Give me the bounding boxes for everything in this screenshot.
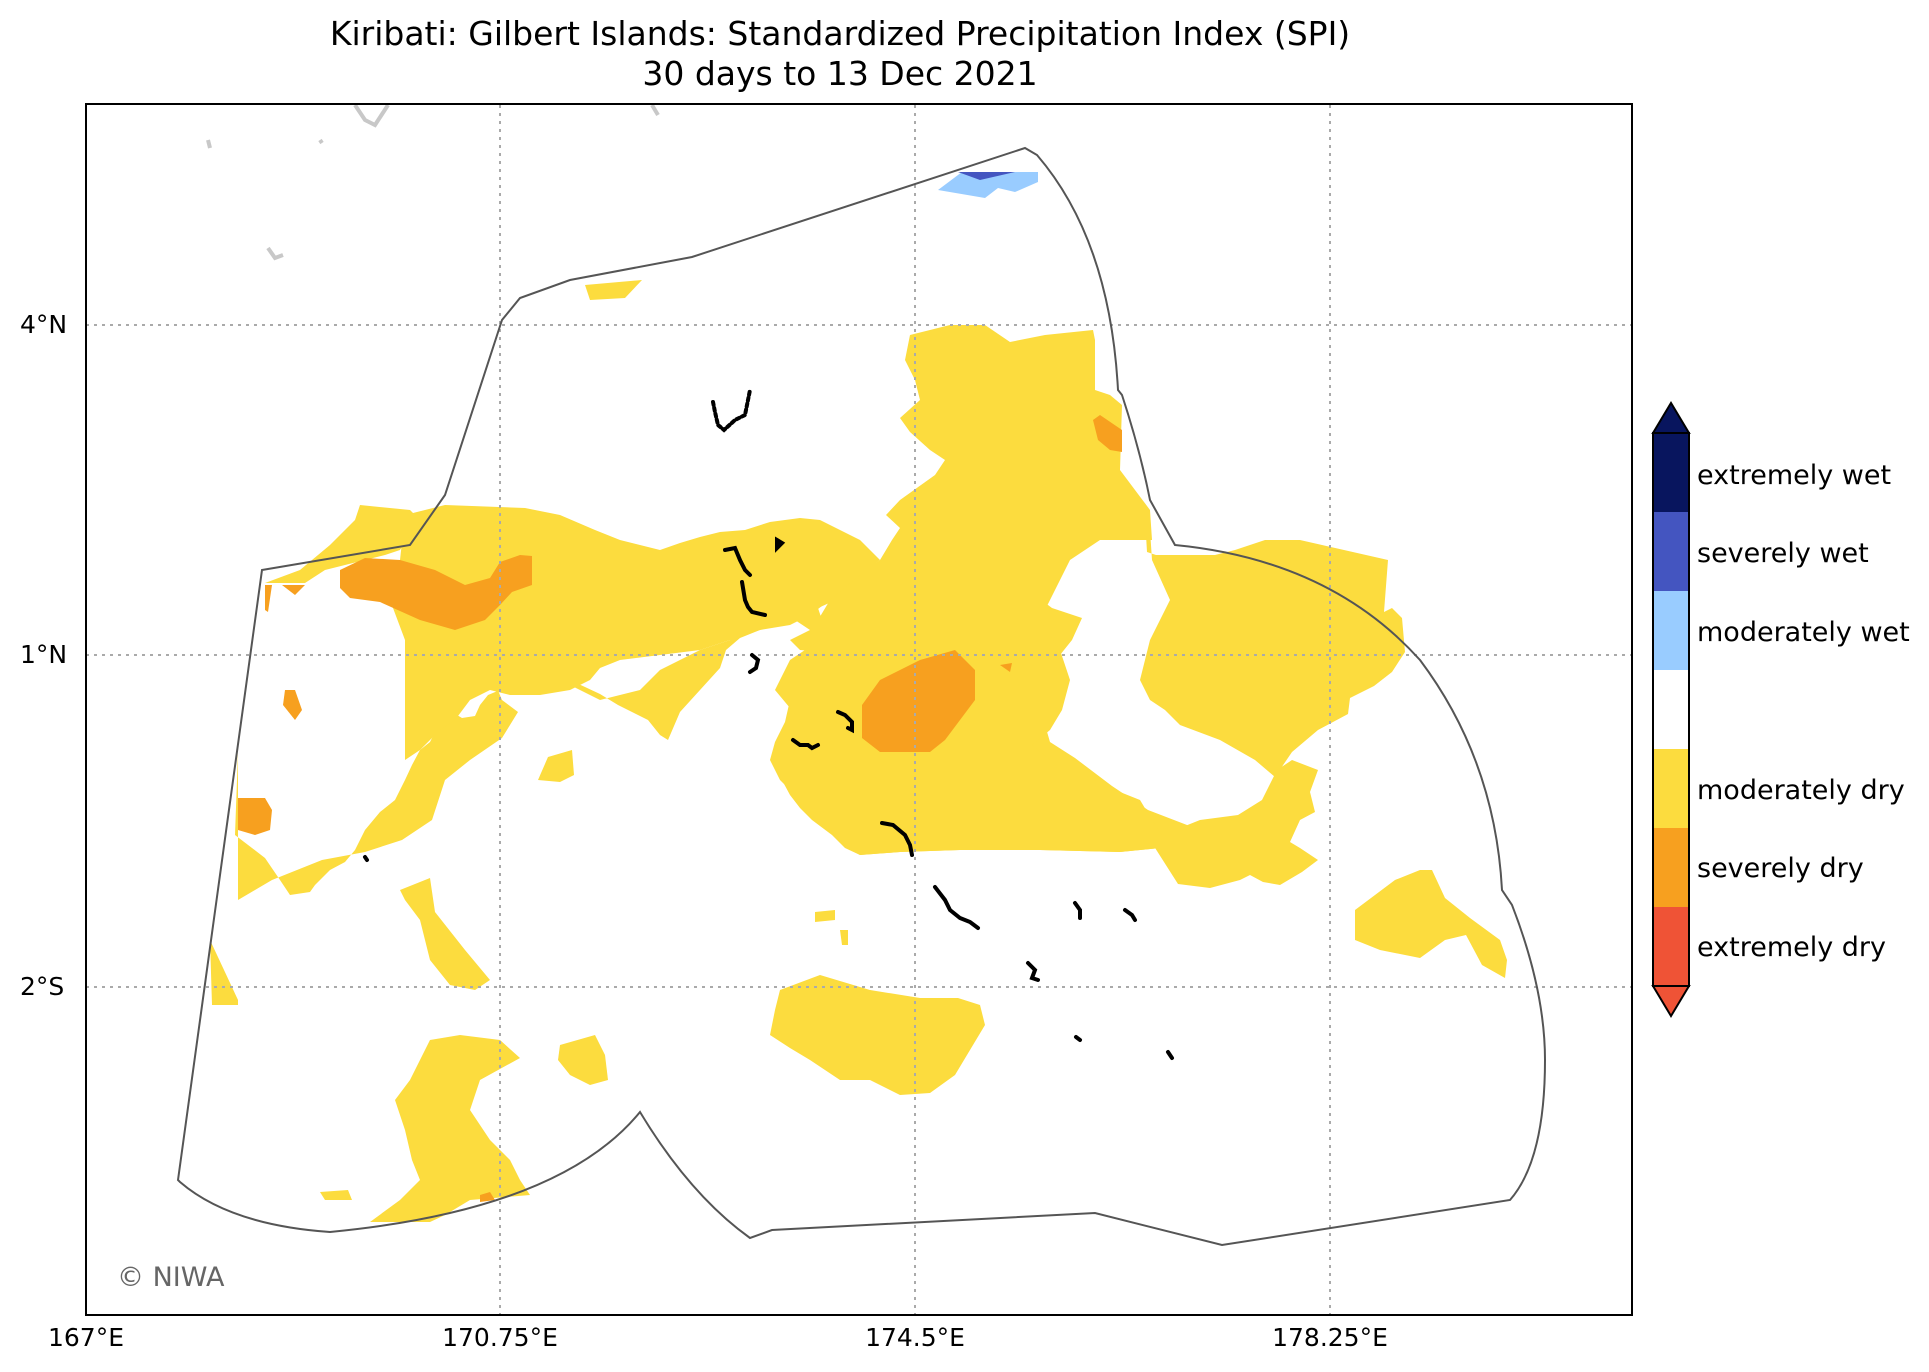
colorbar-segment (1653, 591, 1689, 670)
severely-dry-area (282, 585, 305, 595)
island-outline (318, 138, 324, 145)
moderately-dry-area (815, 910, 835, 922)
moderately-dry-area (210, 940, 238, 1005)
x-tick-label: 170.75°E (442, 1323, 558, 1352)
y-tick-label: 2°S (20, 972, 65, 1001)
island-maiana (748, 653, 761, 674)
moderately-wet-area (938, 172, 1038, 198)
gridlines (86, 105, 1632, 1315)
outside-islands (206, 103, 660, 261)
region-boundary (176, 146, 1547, 1247)
moderately-dry-area (585, 280, 642, 300)
moderately-dry-area (320, 1190, 352, 1200)
colorbar-segment (1653, 828, 1689, 907)
severely-dry-area (238, 798, 272, 835)
severely-dry-area (1093, 415, 1122, 452)
moderately-dry-area (400, 878, 490, 990)
moderately-dry-area (265, 505, 420, 583)
x-tick-label: 167°E (47, 1323, 125, 1352)
x-tick-label: 174.5°E (865, 1323, 965, 1352)
island-tabiteuea (933, 885, 980, 930)
island-beru (1073, 901, 1082, 920)
colorbar-segment (1653, 907, 1689, 986)
island-tarawa (740, 580, 767, 617)
island-banaba (363, 855, 369, 862)
legend-label-severely-wet: severely wet (1697, 538, 1869, 569)
colorbar-segment (1653, 433, 1689, 512)
severely-dry-area (340, 555, 532, 630)
moderately-dry-area (1150, 760, 1318, 888)
severely-dry-area (480, 1192, 495, 1202)
colorbar-extend-down (1651, 985, 1691, 1018)
colorbar (1651, 401, 1691, 1018)
legend-label-extremely-wet: extremely wet (1697, 460, 1892, 491)
island-tamana (1074, 1035, 1082, 1042)
map-subtitle: 30 days to 13 Dec 2021 (642, 54, 1038, 93)
severely-dry-area (862, 650, 975, 752)
colorbar-frame (1652, 432, 1690, 987)
legend-label-moderately-dry: moderately dry (1697, 775, 1905, 806)
moderately-dry-area (370, 1035, 530, 1222)
island-outline (353, 103, 390, 128)
copyright-notice: © NIWA (117, 1262, 225, 1293)
legend-label-severely-dry: severely dry (1697, 853, 1864, 884)
island-nonouti (880, 821, 914, 857)
island-onotoa (1026, 961, 1040, 982)
moderately-dry-area (558, 1035, 608, 1085)
severely-dry-area (1000, 663, 1012, 672)
spi-fills (210, 172, 1507, 1222)
severely-wet-area (958, 172, 1015, 180)
island-abaiang-islet (775, 536, 786, 553)
colorbar-segment (1653, 512, 1689, 591)
island-arorae (1166, 1050, 1174, 1060)
island-abemama (836, 710, 854, 734)
y-tick-label: 1°N (20, 640, 68, 669)
island-outline (206, 139, 212, 149)
colorbar-segment (1653, 749, 1689, 828)
island-outline (266, 246, 284, 261)
islands (363, 388, 1174, 1060)
moderately-dry-area (770, 975, 985, 1095)
severely-dry-area (283, 690, 302, 720)
x-tick-label: 178.25°E (1272, 1323, 1388, 1352)
plot-frame (85, 103, 1633, 1316)
moderately-dry-area (840, 930, 848, 945)
island-outline (650, 103, 660, 117)
colorbar-segment (1653, 670, 1689, 749)
map-title: Kiribati: Gilbert Islands: Standardized … (329, 14, 1351, 53)
legend-label-moderately-wet: moderately wet (1697, 617, 1910, 648)
severely-dry-area (265, 585, 272, 612)
island-butaritari (711, 388, 752, 433)
legend-label-extremely-dry: extremely dry (1697, 932, 1887, 963)
island-kuria-aranuka (791, 738, 820, 751)
y-tick-label: 4°N (20, 310, 68, 339)
colorbar-extend-up (1651, 401, 1691, 434)
island-marakei (723, 545, 752, 577)
moderately-dry-area (538, 750, 574, 782)
island-nikunau (1123, 908, 1137, 922)
moderately-dry-area (1355, 870, 1507, 978)
